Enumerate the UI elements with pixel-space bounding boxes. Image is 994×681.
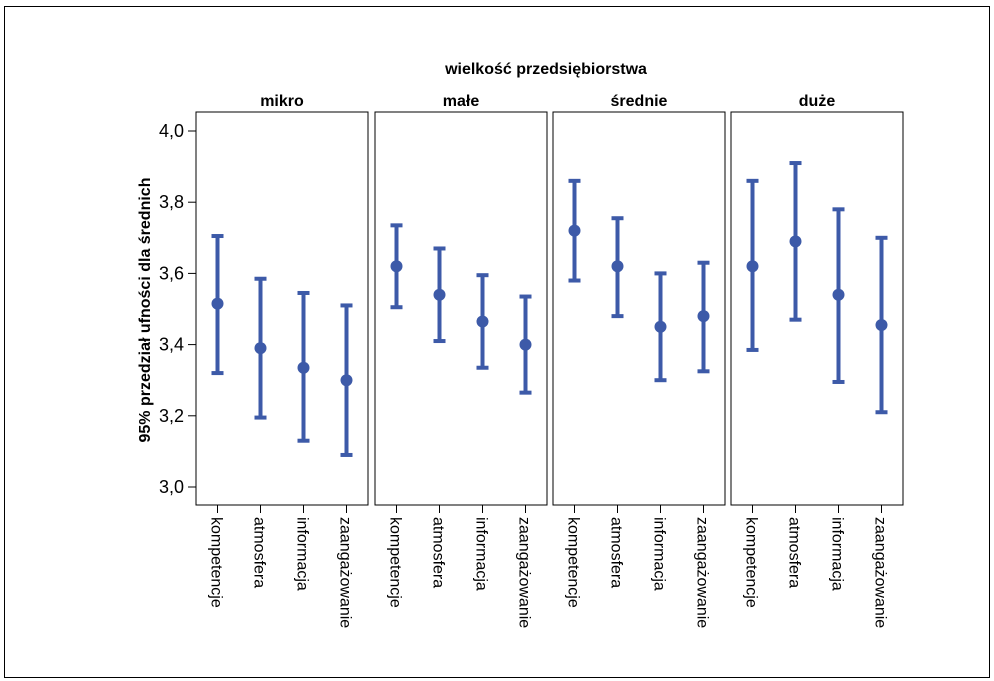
panel-border — [374, 111, 548, 506]
mean-point — [340, 374, 353, 387]
x-tick-label: informacja — [651, 517, 668, 591]
mean-point — [390, 260, 403, 273]
x-tick-label: zaangażowanie — [694, 517, 711, 628]
panels: mikro kompetencje atmosfera informacja zaang… — [195, 93, 904, 628]
mean-point — [789, 235, 802, 248]
panel-4: duże kompetencje atmosfera informacja zaanga… — [730, 93, 904, 628]
x-tick-label: informacja — [473, 517, 490, 591]
y-axis-label: 95% przedział ufności dla średnich — [137, 178, 154, 443]
x-tick-label: zaangażowanie — [872, 517, 889, 628]
x-tick-label: kompetencje — [743, 517, 760, 608]
x-tick-label: zaangażowanie — [516, 517, 533, 628]
mean-point — [832, 288, 845, 301]
mean-point — [476, 315, 489, 328]
panel-border — [552, 111, 726, 506]
chart-title: wielkość przedsiębiorstwa — [444, 61, 647, 78]
y-tick-label: 3,6 — [159, 263, 184, 283]
y-tick-label: 3,8 — [159, 192, 184, 212]
mean-point — [746, 260, 759, 273]
x-tick-label: atmosfera — [786, 517, 803, 588]
y-tick-label: 3,2 — [159, 406, 184, 426]
x-tick-label: atmosfera — [430, 517, 447, 588]
y-tick-label: 3,4 — [159, 335, 184, 355]
x-tick-label: kompetencje — [565, 517, 582, 608]
panel-border — [730, 111, 904, 506]
panel-3: średnie kompetencje atmosfera informacja zaa… — [552, 93, 726, 628]
y-tick-label: 4,0 — [159, 121, 184, 141]
mean-point — [297, 361, 310, 374]
x-tick-label: zaangażowanie — [337, 517, 354, 628]
panel-2: małe kompetencje atmosfera informacja zaanga… — [374, 93, 548, 628]
panel-title: duże — [799, 93, 836, 110]
mean-point — [875, 319, 888, 332]
mean-point — [519, 338, 532, 351]
mean-point — [254, 342, 267, 355]
x-tick-label: informacja — [829, 517, 846, 591]
x-tick-label: kompetencje — [387, 517, 404, 608]
mean-point — [433, 288, 446, 301]
panel-title: małe — [443, 93, 480, 110]
mean-point — [611, 260, 624, 273]
x-tick-label: informacja — [294, 517, 311, 591]
y-tick-label: 3,0 — [159, 477, 184, 497]
chart-frame — [4, 6, 990, 678]
mean-point — [697, 310, 710, 323]
panel-title: średnie — [611, 93, 668, 110]
panel-1: mikro kompetencje atmosfera informacja zaang… — [195, 93, 369, 628]
panel-border — [195, 111, 369, 506]
mean-point — [568, 224, 581, 237]
y-axis: 3,0 3,2 3,4 3,6 3,8 4,0 — [159, 121, 197, 497]
panel-title: mikro — [260, 93, 304, 110]
x-tick-label: kompetencje — [208, 517, 225, 608]
x-tick-label: atmosfera — [608, 517, 625, 588]
x-tick-label: atmosfera — [251, 517, 268, 588]
mean-point — [211, 297, 224, 310]
mean-point — [654, 320, 667, 333]
